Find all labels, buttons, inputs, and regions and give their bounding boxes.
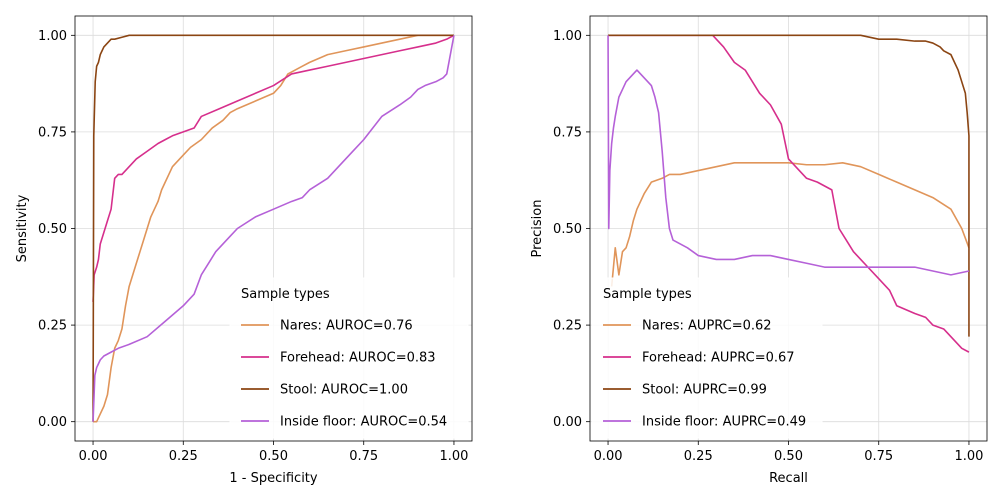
- y-axis-label: Sensitivity: [15, 194, 30, 262]
- series-line-1: [92, 34, 455, 302]
- roc-panel: 0.00 0.25 0.50 0.75 1.00 0.00 0.25 0.50 0.75 1.00…: [15, 15, 473, 486]
- x-tick-label: 0.00: [79, 449, 108, 464]
- series-line-1: [608, 34, 970, 353]
- axes-frame: [74, 15, 473, 442]
- legend-entry-3: Inside floor: AUPRC=0.49: [642, 415, 806, 430]
- legend-entry-2: Stool: AUPRC=0.99: [642, 383, 767, 398]
- y-tick-label: 0.00: [553, 415, 582, 430]
- pr-panel: 0.00 0.25 0.50 0.75 1.00 0.00 0.25 0.50 0.75 1.00…: [530, 15, 988, 486]
- legend-box: [591, 277, 823, 439]
- x-tick-label: 0.25: [169, 449, 198, 464]
- x-tick-label: 1.00: [439, 449, 468, 464]
- legend-entry-0: Nares: AUROC=0.76: [280, 319, 413, 334]
- series-line-3: [607, 35, 970, 276]
- legend: Sample types Nares: AUPRC=0.62 Forehead: A…: [591, 277, 823, 439]
- series-line-0: [93, 34, 454, 423]
- y-tick-label: 0.00: [38, 415, 67, 430]
- x-tick-label: 0.75: [864, 449, 893, 464]
- x-tick-label: 0.00: [594, 449, 623, 464]
- x-tick-label: 0.25: [684, 449, 713, 464]
- y-tick-label: 0.75: [38, 125, 67, 140]
- y-tick-label: 1.00: [38, 29, 67, 44]
- x-tick-label: 0.75: [349, 449, 378, 464]
- plot-area: [607, 34, 970, 353]
- x-tick-label: 1.00: [954, 449, 983, 464]
- y-tick-label: 0.25: [553, 319, 582, 334]
- axes-frame: [589, 15, 988, 442]
- series-line-2: [608, 34, 970, 337]
- x-axis-label: Recall: [769, 471, 808, 486]
- y-tick-label: 0.75: [553, 125, 582, 140]
- y-tick-label: 1.00: [553, 29, 582, 44]
- x-tick-label: 0.50: [259, 449, 288, 464]
- legend-title: Sample types: [603, 287, 692, 302]
- legend-entry-3: Inside floor: AUROC=0.54: [280, 415, 447, 430]
- series-line-0: [610, 162, 970, 287]
- y-tick-label: 0.50: [553, 222, 582, 237]
- legend-entry-2: Stool: AUROC=1.00: [280, 383, 408, 398]
- y-tick-label: 0.25: [38, 319, 67, 334]
- legend-entry-0: Nares: AUPRC=0.62: [642, 319, 772, 334]
- series-line-2: [92, 34, 454, 422]
- legend-box: [229, 277, 469, 439]
- y-axis-label: Precision: [530, 199, 545, 257]
- series-line-3: [92, 35, 455, 422]
- legend-entry-1: Forehead: AUPRC=0.67: [642, 351, 795, 366]
- plot-area: [92, 34, 455, 423]
- x-axis-label: 1 - Specificity: [229, 471, 318, 486]
- legend-entry-1: Forehead: AUROC=0.83: [280, 351, 436, 366]
- y-tick-label: 0.50: [38, 222, 67, 237]
- x-tick-label: 0.50: [774, 449, 803, 464]
- legend-title: Sample types: [241, 287, 330, 302]
- legend: Sample types Nares: AUROC=0.76 Forehead: A…: [229, 277, 469, 439]
